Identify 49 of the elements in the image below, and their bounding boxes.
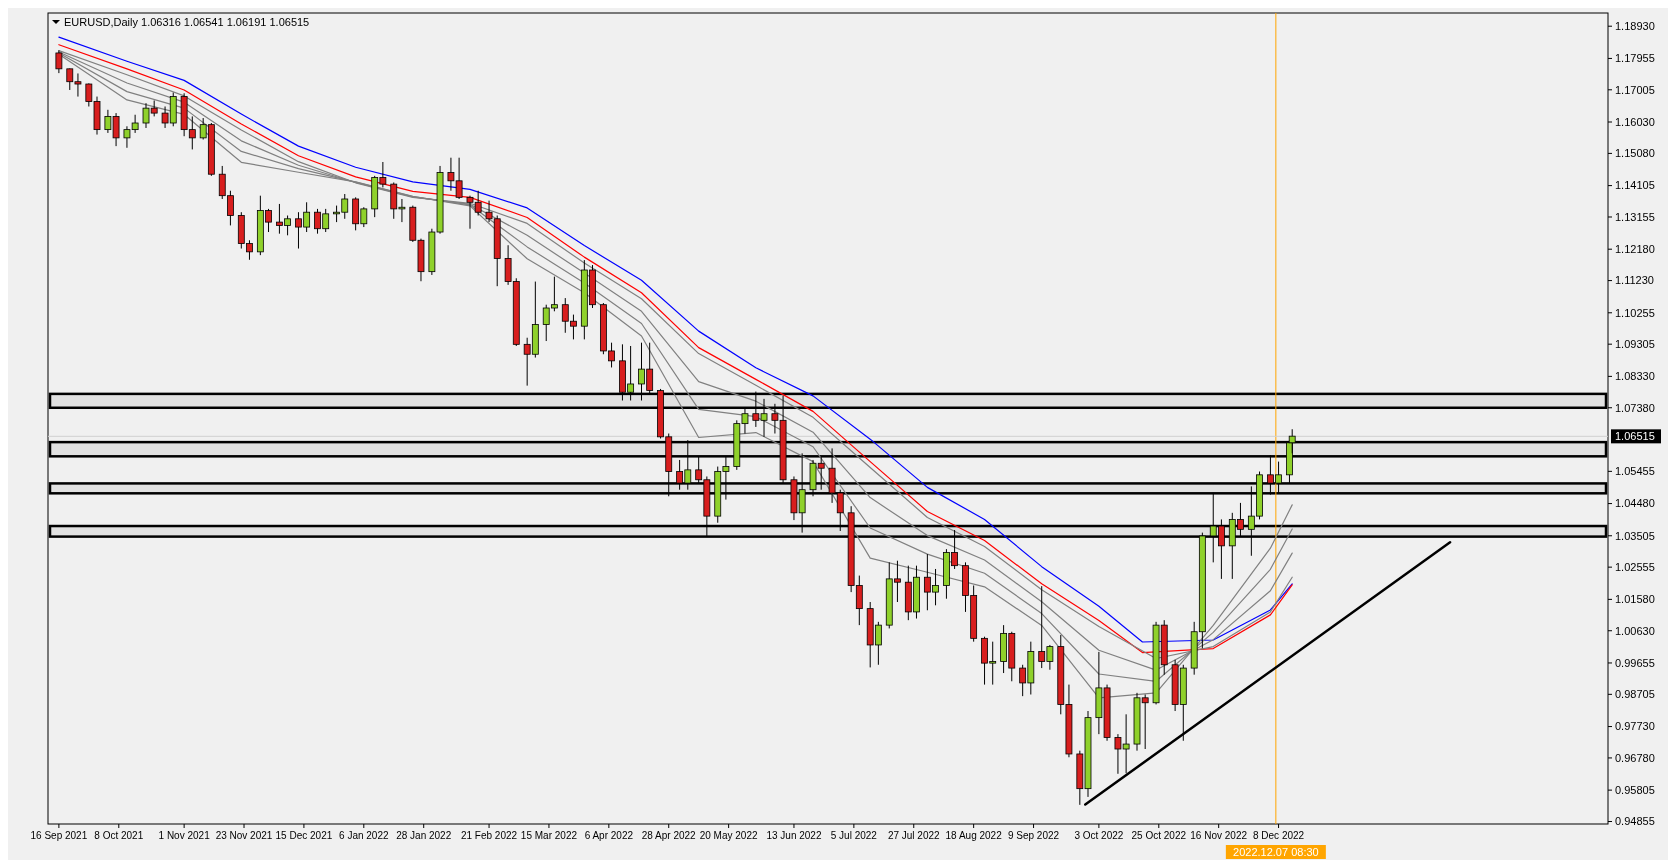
y-tick-label: 1.05455 bbox=[1615, 465, 1655, 478]
y-tick-label: 0.94855 bbox=[1615, 815, 1655, 828]
y-tick-label: 1.16030 bbox=[1615, 115, 1655, 128]
x-tick-label: 20 May 2022 bbox=[699, 830, 758, 841]
y-tick-label: 1.15080 bbox=[1615, 147, 1655, 160]
x-tick-label: 21 Feb 2022 bbox=[460, 830, 518, 841]
x-tick-label: 15 Mar 2022 bbox=[520, 830, 578, 841]
ref-line-label: 2022.12.07 08:30 bbox=[1233, 845, 1319, 858]
y-tick-label: 1.01580 bbox=[1615, 593, 1655, 606]
y-tick-label: 0.96780 bbox=[1615, 751, 1655, 764]
y-tick-label: 0.98705 bbox=[1615, 688, 1655, 701]
x-tick-label: 8 Dec 2022 bbox=[1253, 830, 1305, 841]
y-tick-label: 1.18930 bbox=[1615, 20, 1655, 33]
y-tick-label: 1.02555 bbox=[1615, 561, 1655, 574]
y-tick-label: 1.17005 bbox=[1615, 83, 1655, 96]
x-tick-label: 16 Sep 2021 bbox=[30, 830, 88, 841]
y-tick-label: 1.13155 bbox=[1615, 210, 1655, 223]
y-tick-label: 1.03505 bbox=[1615, 529, 1655, 542]
x-tick-label: 23 Nov 2021 bbox=[215, 830, 273, 841]
x-tick-label: 27 Jul 2022 bbox=[887, 830, 941, 841]
x-tick-label: 1 Nov 2021 bbox=[158, 830, 211, 841]
y-tick-label: 1.07380 bbox=[1615, 401, 1655, 414]
x-tick-label: 15 Dec 2021 bbox=[275, 830, 333, 841]
x-tick-label: 8 Oct 2021 bbox=[94, 830, 144, 841]
y-tick-label: 0.95805 bbox=[1615, 783, 1655, 796]
x-tick-label: 28 Jan 2022 bbox=[396, 830, 452, 841]
chart-title: EURUSD,Daily 1.06316 1.06541 1.06191 1.06515 bbox=[64, 16, 310, 28]
x-tick-label: 6 Jan 2022 bbox=[339, 830, 389, 841]
y-tick-label: 1.04480 bbox=[1615, 497, 1655, 510]
x-tick-label: 18 Aug 2022 bbox=[945, 830, 1003, 841]
x-tick-label: 25 Oct 2022 bbox=[1131, 830, 1187, 841]
x-tick-label: 9 Sep 2022 bbox=[1007, 830, 1060, 841]
x-tick-label: 6 Apr 2022 bbox=[584, 830, 634, 841]
y-tick-label: 1.11230 bbox=[1615, 274, 1654, 287]
x-tick-label: 28 Apr 2022 bbox=[641, 830, 697, 841]
ref-line-label: 1.06515 bbox=[1615, 430, 1655, 443]
x-tick-label: 16 Nov 2022 bbox=[1190, 830, 1248, 841]
y-tick-label: 1.17955 bbox=[1615, 52, 1655, 65]
y-tick-label: 0.99655 bbox=[1615, 656, 1655, 669]
x-tick-label: 5 Jul 2022 bbox=[830, 830, 878, 841]
y-tick-label: 1.10255 bbox=[1615, 306, 1655, 319]
y-tick-label: 1.14105 bbox=[1615, 179, 1655, 192]
y-tick-label: 1.08330 bbox=[1615, 370, 1655, 383]
y-tick-label: 1.09305 bbox=[1615, 338, 1655, 351]
y-tick-label: 1.00630 bbox=[1615, 624, 1655, 637]
y-tick-label: 0.97730 bbox=[1615, 720, 1655, 733]
x-tick-label: 3 Oct 2022 bbox=[1074, 830, 1124, 841]
x-tick-label: 13 Jun 2022 bbox=[766, 830, 822, 841]
y-tick-label: 1.12180 bbox=[1615, 243, 1655, 256]
